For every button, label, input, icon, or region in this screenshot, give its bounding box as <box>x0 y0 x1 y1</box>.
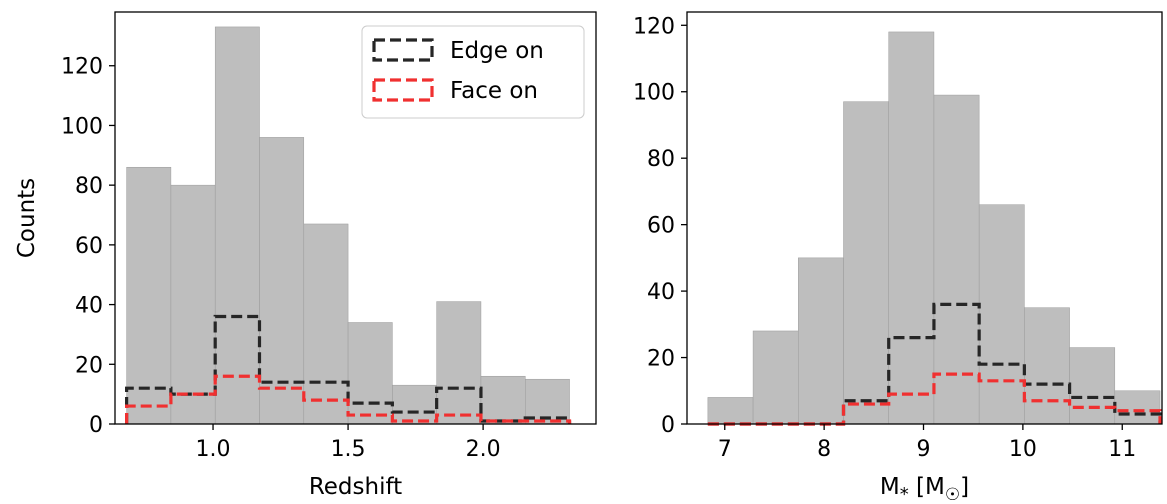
legend-face-on-label: Face on <box>450 78 538 104</box>
axes-frame <box>686 11 1163 425</box>
x-tick-label: 2.0 <box>466 437 501 462</box>
histogram-bar <box>1114 390 1161 425</box>
stellar-mass-histogram-panel: 7 8 9 10 11 0 20 40 60 80 100 120 M* [M☉] <box>633 11 1163 504</box>
histogram-bar <box>843 101 889 425</box>
histogram-bar <box>170 184 216 425</box>
x-tick-label: 11 <box>1108 437 1136 462</box>
x-tick-label: 1.5 <box>331 437 366 462</box>
histogram-bar <box>214 26 260 425</box>
histogram-bar <box>1024 307 1070 425</box>
legend-box <box>361 25 585 119</box>
x-tick-label: 10 <box>1009 437 1037 462</box>
histogram-bar <box>392 384 437 425</box>
x-tick-label: 1.0 <box>196 437 231 462</box>
y-tick-label: 80 <box>75 174 103 199</box>
y-tick-label: 120 <box>633 14 675 39</box>
axes-frame <box>114 11 597 425</box>
x-tick-label: 7 <box>718 437 732 462</box>
histogram-bar <box>752 330 799 425</box>
legend-edge-on-swatch <box>372 38 434 62</box>
redshift-histogram-panel: 1.0 1.5 2.0 0 20 40 60 80 100 120 Redshift Counts Ed… <box>14 11 597 500</box>
histogram-bar <box>1069 347 1116 425</box>
y-tick-label: 60 <box>647 214 675 239</box>
x-tick-label: 9 <box>917 437 931 462</box>
y-tick-label: 40 <box>75 294 103 319</box>
legend: Edge on Face on <box>361 25 585 119</box>
y-tick-label: 120 <box>61 55 103 80</box>
x-tick-label: 8 <box>817 437 831 462</box>
y-tick-label: 0 <box>661 413 675 438</box>
y-axis-label: Counts <box>14 178 40 258</box>
y-tick-label: 20 <box>75 353 103 378</box>
histogram-bar <box>303 223 349 425</box>
histogram-bar <box>888 31 935 425</box>
histogram-bar <box>480 375 526 425</box>
histogram-bar <box>259 137 305 425</box>
histogram-bar <box>707 397 754 425</box>
histogram-bar <box>347 322 393 425</box>
legend-face-on-swatch <box>372 78 434 102</box>
y-tick-label: 100 <box>633 81 675 106</box>
y-tick-label: 40 <box>647 280 675 305</box>
legend-edge-on-label: Edge on <box>450 38 544 64</box>
x-axis-label: M* [M☉] <box>880 474 969 504</box>
histogram-bar <box>436 301 482 425</box>
y-tick-label: 100 <box>61 114 103 139</box>
y-tick-label: 60 <box>75 234 103 259</box>
y-tick-label: 80 <box>647 147 675 172</box>
histogram-bar <box>798 257 844 425</box>
y-tick-label: 20 <box>647 347 675 372</box>
face-on-step-line <box>125 374 572 424</box>
histogram-bar <box>126 166 172 425</box>
histogram-bar <box>978 204 1025 425</box>
x-axis-label: Redshift <box>309 474 402 500</box>
y-tick-label: 0 <box>89 413 103 438</box>
